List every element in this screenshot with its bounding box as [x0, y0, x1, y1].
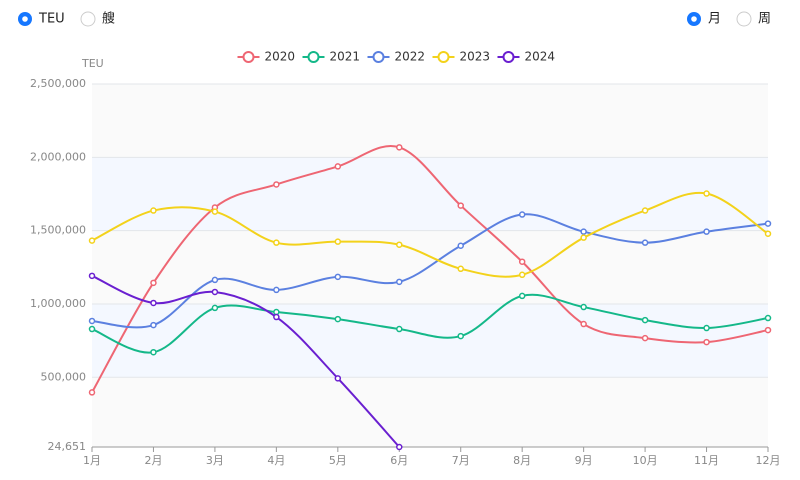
data-point — [396, 443, 403, 451]
data-point — [88, 272, 96, 280]
data-point — [703, 338, 710, 346]
radio-label[interactable]: 周 — [758, 12, 771, 27]
data-point — [518, 211, 526, 218]
data-point — [396, 325, 403, 333]
data-point — [88, 317, 96, 325]
data-point — [703, 228, 710, 235]
legend-marker — [372, 51, 385, 63]
data-point — [580, 228, 587, 235]
data-point — [273, 286, 280, 294]
legend-marker — [502, 51, 515, 63]
data-point — [88, 237, 96, 244]
data-point — [211, 288, 219, 296]
legend-label: 2021 — [330, 50, 361, 64]
legend-marker — [242, 51, 255, 63]
legend-marker — [307, 51, 320, 63]
x-tick-label: 3月 — [206, 454, 224, 467]
radio-dot — [22, 16, 28, 22]
data-point — [334, 163, 342, 170]
data-point — [703, 324, 710, 332]
y-tick-label: 500,000 — [41, 370, 87, 383]
x-tick-label: 5月 — [329, 454, 347, 467]
data-point — [150, 299, 157, 307]
data-point — [150, 279, 157, 287]
x-tick-label: 9月 — [575, 454, 593, 467]
data-point — [641, 316, 649, 324]
x-tick-label: 1月 — [83, 454, 101, 467]
x-tick-label: 12月 — [756, 454, 781, 467]
data-point — [211, 304, 219, 312]
data-point — [273, 313, 280, 321]
data-point — [518, 271, 526, 279]
y-tick-label: 1,000,000 — [30, 297, 86, 310]
data-point — [580, 303, 587, 311]
data-point — [334, 238, 342, 245]
data-point — [580, 320, 587, 328]
data-point — [396, 278, 403, 286]
data-point — [396, 144, 403, 151]
data-point — [334, 315, 342, 323]
radio-label[interactable]: TEU — [38, 12, 65, 27]
data-point — [457, 242, 464, 250]
legend-label: 2022 — [395, 50, 426, 64]
y-tick-label: 1,500,000 — [30, 224, 86, 237]
data-point — [764, 314, 772, 322]
data-point — [457, 332, 464, 340]
radio-label[interactable]: 艘 — [102, 11, 115, 27]
data-point — [150, 348, 157, 356]
x-tick-label: 8月 — [513, 454, 531, 467]
x-tick-label: 6月 — [390, 454, 408, 467]
split-area — [92, 157, 768, 231]
data-point — [211, 276, 219, 284]
data-point — [703, 190, 710, 197]
legend-label: 2020 — [265, 50, 296, 64]
x-tick-label: 4月 — [267, 454, 285, 467]
data-point — [273, 239, 280, 246]
data-point — [641, 239, 649, 246]
data-point — [150, 207, 157, 214]
y-tick-label: 2,500,000 — [30, 77, 86, 90]
data-point — [457, 265, 464, 273]
y-axis-label: TEU — [81, 57, 104, 70]
x-tick-label: 2月 — [144, 454, 162, 467]
series-line — [91, 191, 769, 278]
data-point — [88, 389, 96, 396]
data-point — [641, 207, 649, 214]
data-point — [764, 230, 772, 237]
data-point — [88, 325, 96, 333]
split-area — [92, 84, 768, 158]
radio-dot — [691, 16, 697, 22]
split-area — [92, 303, 768, 378]
data-point — [211, 208, 219, 215]
series-line — [91, 274, 401, 448]
legend-label: 2023 — [460, 50, 491, 64]
data-point — [641, 334, 649, 342]
radio[interactable] — [80, 11, 96, 27]
data-point — [396, 241, 403, 248]
y-tick-label: 2,000,000 — [30, 150, 86, 163]
data-point — [764, 220, 772, 227]
y-tick-label: 24,651 — [48, 440, 87, 453]
x-tick-label: 10月 — [633, 454, 658, 467]
radio-label[interactable]: 月 — [708, 12, 721, 27]
data-point — [518, 258, 526, 265]
data-point — [273, 181, 280, 188]
radio[interactable] — [736, 11, 752, 27]
data-point — [764, 326, 772, 334]
data-point — [457, 202, 464, 209]
data-point — [580, 234, 587, 241]
x-tick-label: 7月 — [452, 454, 470, 467]
legend-label: 2024 — [525, 50, 556, 64]
data-point — [518, 292, 526, 300]
data-point — [334, 273, 342, 281]
data-point — [334, 375, 342, 382]
split-area — [92, 377, 768, 447]
x-tick-label: 11月 — [694, 454, 719, 467]
legend-marker — [437, 51, 450, 63]
data-point — [150, 321, 157, 329]
